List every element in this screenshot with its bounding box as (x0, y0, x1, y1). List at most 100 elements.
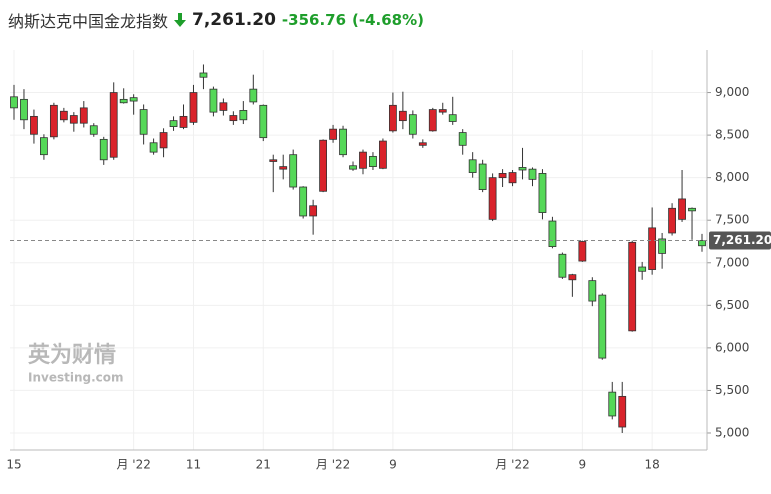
candle-body (269, 159, 278, 162)
candle-body (568, 274, 577, 281)
candle-body (369, 155, 377, 167)
candle-body (309, 205, 318, 217)
candle-body (169, 120, 178, 127)
x-tick-label: 月 '22 (116, 458, 150, 472)
candle-body (578, 241, 587, 262)
candle-body (89, 125, 98, 135)
candle-body (398, 110, 407, 122)
x-tick-label: 21 (256, 458, 271, 472)
candle-body (49, 104, 58, 138)
candle-body (548, 220, 557, 247)
y-tick-label: 7,000 (715, 255, 749, 269)
candle-body (199, 72, 208, 78)
candle-body (638, 266, 647, 272)
candle-body (219, 102, 228, 111)
candle-body (30, 115, 38, 135)
candle-body (418, 142, 427, 146)
candle-body (109, 92, 118, 158)
x-tick-label: 9 (389, 458, 397, 472)
candle-body (149, 142, 158, 153)
candle-body (179, 115, 188, 128)
y-tick-label: 5,000 (715, 425, 749, 439)
candle-body (279, 166, 288, 170)
candle-body (319, 139, 328, 192)
candle-body (299, 186, 308, 217)
title: 纳斯达克中国金龙指数 (8, 12, 169, 31)
candle-body (379, 140, 387, 169)
x-tick-label: 11 (186, 458, 201, 472)
candle-body (468, 159, 477, 173)
x-tick-label: 15 (6, 458, 21, 472)
candle-body (329, 128, 337, 140)
candle-body (648, 227, 657, 270)
candle-body (528, 168, 537, 180)
candle-body (508, 172, 517, 184)
candle-body (20, 98, 28, 121)
x-tick-label: 月 '22 (495, 458, 529, 472)
watermark-cn: 英为财情 (28, 342, 116, 368)
candle-body (438, 109, 447, 113)
candle-body (59, 110, 68, 121)
candle-body (159, 132, 168, 149)
change: -356.76 (281, 11, 347, 29)
price: 7,261.20 (192, 10, 276, 30)
y-tick-label: 9,000 (715, 85, 749, 99)
candle-body (79, 107, 88, 124)
candle-body (598, 294, 607, 359)
candle-body (558, 253, 567, 278)
y-tick-label: 8,000 (715, 170, 749, 184)
x-tick-label: 月 '22 (316, 458, 350, 472)
candle-body (678, 198, 686, 220)
x-tick-label: 18 (645, 458, 660, 472)
candle-body (698, 240, 706, 247)
candle-body (239, 110, 248, 121)
y-tick-label: 8,500 (715, 128, 749, 142)
last-price-box (709, 231, 771, 250)
candle-body (628, 241, 637, 332)
last-price-label: 7,261.20 (713, 233, 771, 247)
watermark-en: Investing.com (28, 371, 124, 385)
candle-body (458, 132, 467, 146)
candle-body (488, 177, 497, 220)
candle-body (408, 114, 417, 135)
candle-body (189, 92, 198, 123)
candle-body (658, 238, 667, 254)
candle-body (129, 97, 138, 102)
candle-body (518, 167, 527, 171)
candle-body (688, 207, 696, 212)
y-tick-label: 6,500 (715, 298, 749, 312)
change-pct: (-4.68%) (352, 11, 424, 29)
candle-body (538, 173, 547, 213)
candle-body (259, 104, 268, 139)
candle-body (209, 88, 218, 113)
y-tick-label: 6,000 (715, 340, 749, 354)
candle-body (229, 115, 238, 122)
candle-body (448, 114, 457, 122)
candle-body (478, 163, 487, 190)
candle-body (349, 165, 357, 170)
y-tick-label: 7,500 (715, 213, 749, 227)
candle-body (608, 391, 617, 417)
x-tick-label: 9 (579, 458, 587, 472)
candle-body (69, 115, 78, 124)
candle-body (139, 109, 148, 135)
candle-body (339, 128, 347, 156)
candle-body (40, 137, 48, 156)
candle-body (99, 138, 108, 161)
down-arrow (174, 13, 187, 27)
candle-body (119, 98, 128, 104)
candle-body (668, 207, 676, 234)
header: 纳斯达克中国金龙指数 7,261.20 -356.76 (-4.68%) (8, 7, 424, 33)
candle-body (588, 280, 597, 302)
candle-body (388, 104, 397, 132)
y-tick-label: 5,500 (715, 383, 749, 397)
candle-body (618, 395, 627, 428)
candle-body (10, 96, 18, 109)
candle-body (359, 151, 367, 169)
candle-body (498, 173, 507, 179)
candle-body (289, 154, 298, 188)
candle-body (249, 88, 258, 103)
candle-body (428, 109, 437, 132)
